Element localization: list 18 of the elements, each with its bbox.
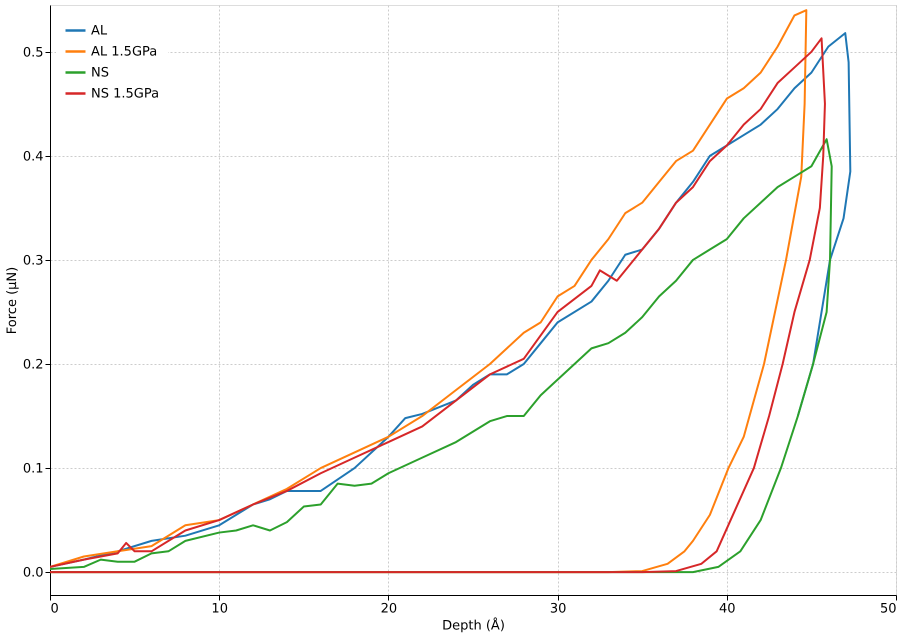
x-tick-label: 50 [880,602,896,616]
x-axis-title: Depth (Å) [442,616,505,634]
y-tick-label: 0.2 [22,357,44,372]
legend-label: NS [91,66,109,80]
x-tick-label: 10 [211,602,228,616]
y-tick-label: 0.0 [22,566,44,581]
x-tick-label: 30 [550,602,566,616]
x-tick-label: 20 [380,602,398,616]
y-axis-title: Force (μN) [4,266,20,334]
y-tick-label: 0.5 [22,45,44,60]
y-tick-label: 0.3 [22,253,44,268]
x-tick-label: 0 [50,602,59,616]
y-tick-label: 0.1 [22,462,44,477]
legend-label: AL 1.5GPa [91,44,158,60]
y-tick-label: 0.4 [22,149,44,164]
legend-label: AL [91,24,108,38]
legend-label: NS 1.5GPa [91,86,160,102]
x-tick-label: 40 [719,602,736,616]
